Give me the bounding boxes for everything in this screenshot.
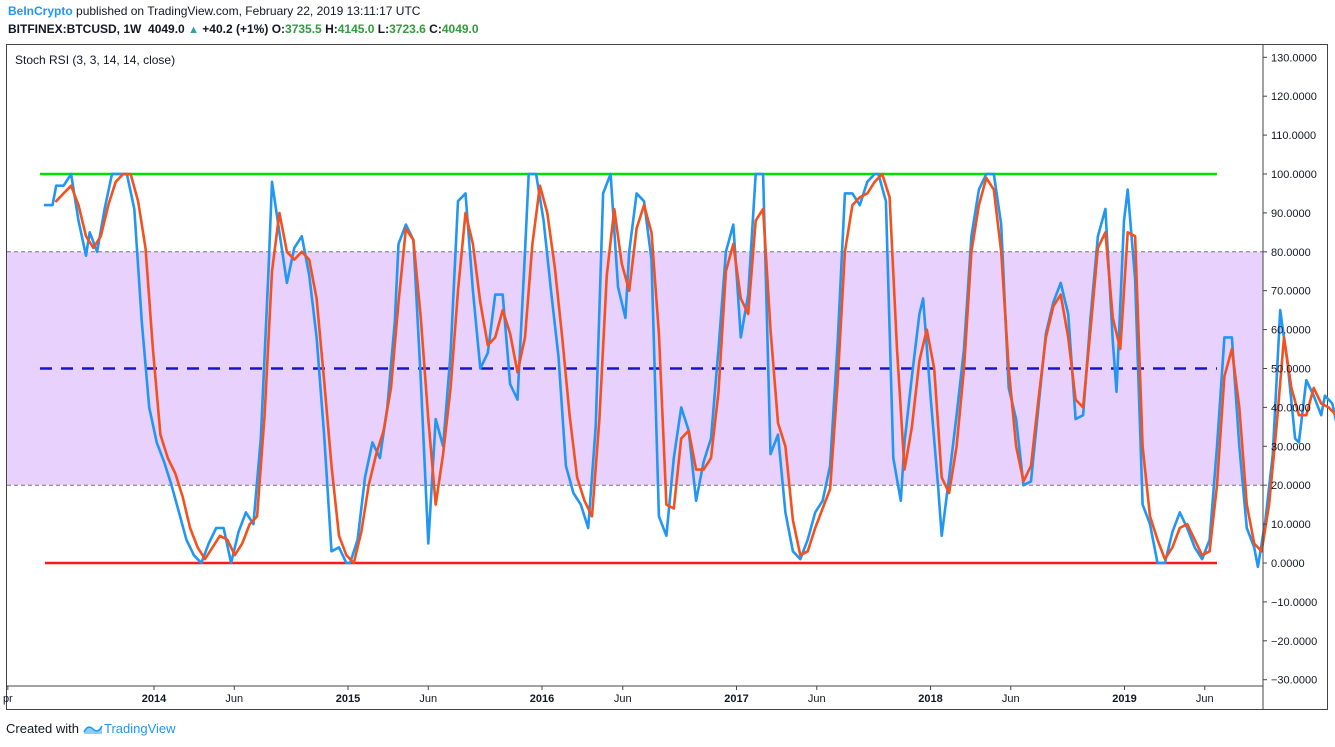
x-tick-label: Jun [419, 693, 437, 705]
up-arrow-icon: ▲ [188, 24, 199, 36]
y-tick-label: 0.0000 [1271, 558, 1305, 570]
low-value: 3723.6 [389, 22, 426, 36]
y-tick-label: 100.0000 [1271, 169, 1317, 181]
y-tick-label: −10.0000 [1271, 597, 1317, 609]
x-tick-label: 2019 [1112, 693, 1136, 705]
price-change: +40.2 (+1%) [202, 22, 269, 36]
y-tick-label: 110.0000 [1271, 130, 1316, 142]
series-line-k [43, 172, 1335, 569]
open-label: O: [271, 22, 286, 36]
symbol-info-line: BITFINEX:BTCUSD, 1W 4049.0 ▲ +40.2 (+1%)… [8, 22, 479, 36]
indicator-legend[interactable]: Stoch RSI (3, 3, 14, 14, close) [15, 53, 176, 67]
x-tick-label: 2017 [724, 693, 748, 705]
y-tick-label: 90.0000 [1271, 208, 1311, 220]
y-tick-label: 60.0000 [1271, 325, 1311, 337]
x-tick-label: Jun [614, 693, 632, 705]
series-line-d [54, 172, 1335, 565]
y-tick-label: −30.0000 [1271, 675, 1317, 687]
tradingview-brand[interactable]: TradingView [103, 721, 176, 736]
x-tick-label: Jun [1002, 693, 1020, 705]
created-with-text: Created with [6, 721, 79, 736]
x-tick-label: Jun [808, 693, 826, 705]
x-tick-label: 2014 [142, 693, 167, 705]
footer: Created with TradingView [6, 721, 176, 736]
publisher-name[interactable]: BeInCrypto [8, 4, 73, 18]
y-tick-label: 130.0000 [1271, 52, 1317, 64]
low-label: L: [377, 22, 390, 36]
y-tick-label: 10.0000 [1271, 519, 1311, 531]
y-tick-label: 40.0000 [1271, 402, 1311, 414]
y-tick-label: 120.0000 [1271, 91, 1317, 103]
high-label: H: [325, 22, 338, 36]
y-tick-label: −20.0000 [1271, 636, 1317, 648]
x-tick-label: 2015 [336, 693, 360, 705]
tradingview-logo-icon [83, 725, 103, 734]
chart-panel[interactable] [6, 44, 1328, 710]
x-tick-label: Jun [225, 693, 243, 705]
y-tick-label: 30.0000 [1271, 441, 1311, 453]
x-tick-label: 2016 [530, 693, 554, 705]
x-tick-label: Jun [1196, 693, 1214, 705]
close-value: 4049.0 [441, 22, 479, 36]
published-text: published on TradingView.com, February 2… [76, 4, 421, 18]
y-tick-label: 20.0000 [1271, 480, 1311, 492]
y-tick-label: 80.0000 [1271, 247, 1311, 259]
high-value: 4145.0 [337, 22, 375, 36]
y-tick-label: 70.0000 [1271, 286, 1311, 298]
symbol-label: BITFINEX:BTCUSD, 1W [8, 22, 142, 36]
x-tick-label: pr [3, 693, 13, 705]
close-label: C: [429, 22, 442, 36]
last-price: 4049.0 [148, 22, 185, 36]
chart-publish-line: BeInCrypto published on TradingView.com,… [8, 4, 420, 18]
x-tick-label: 2018 [918, 693, 942, 705]
y-tick-label: 50.0000 [1271, 364, 1311, 376]
open-value: 3735.5 [285, 22, 322, 36]
